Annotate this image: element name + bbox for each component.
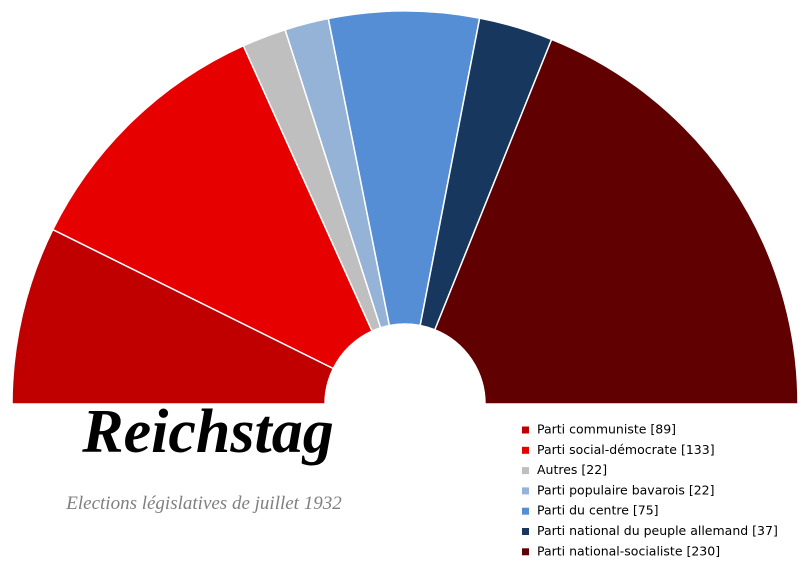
legend-swatch [522,548,529,556]
slice [11,228,335,405]
slice [433,38,799,405]
legend-swatch [522,426,529,434]
legend-swatch [522,467,529,475]
legend-swatch [522,446,529,454]
legend-label: Parti national du peuple allemand [37] [537,523,778,538]
legend-swatch [522,528,529,535]
chart-subtitle: Elections législatives de juillet 1932 [65,493,342,514]
legend-label: Parti du centre [75] [537,503,659,518]
legend-label: Autres [22] [537,462,607,477]
legend-swatch [522,507,529,515]
legend-label: Parti national-socialiste [230] [537,543,720,558]
legend-swatch [522,487,529,495]
slice [51,44,374,370]
legend-label: Parti communiste [89] [537,422,676,437]
legend-label: Parti social-démocrate [133] [537,442,715,457]
chart-title: Reichstag [81,398,333,466]
legend-label: Parti populaire bavarois [22] [537,482,714,497]
slice [327,10,481,327]
